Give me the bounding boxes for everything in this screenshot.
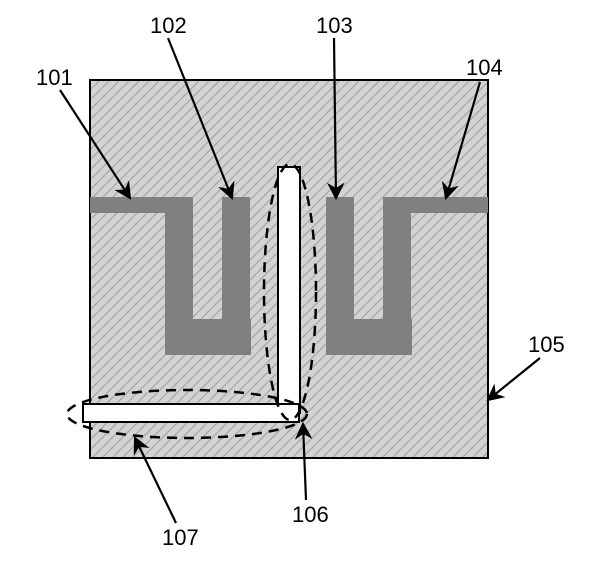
- label-101: 101: [36, 65, 73, 90]
- center-post: [278, 167, 300, 413]
- label-105: 105: [528, 332, 565, 357]
- label-103: 103: [316, 13, 353, 38]
- leader-105: [488, 358, 540, 400]
- trace-J1-left-arm: [90, 197, 165, 213]
- trace-J2-right-tab: [383, 197, 411, 355]
- patent-diagram: 101 102 103 104 105 106 107: [0, 0, 599, 565]
- label-104: 104: [466, 55, 503, 80]
- label-107: 107: [162, 525, 199, 550]
- trace-J1-right-tab: [222, 197, 250, 355]
- lower-bar: [83, 404, 299, 422]
- label-106: 106: [292, 502, 329, 527]
- label-102: 102: [150, 13, 187, 38]
- trace-J2-right-arm: [411, 197, 488, 213]
